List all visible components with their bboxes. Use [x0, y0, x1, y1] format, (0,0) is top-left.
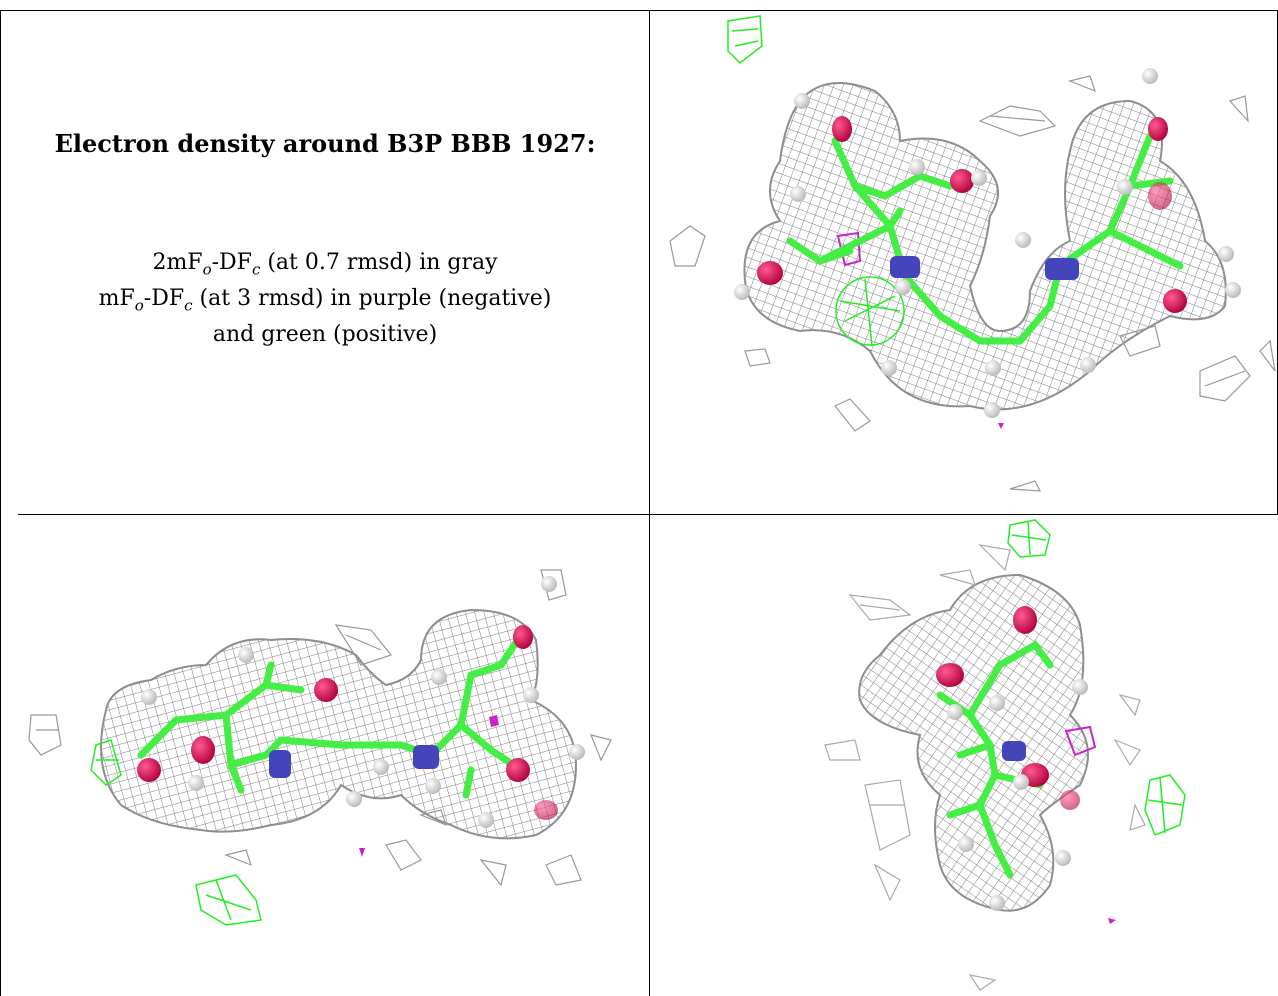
nitrogen-atoms — [890, 256, 1079, 280]
density-view-3 — [824, 519, 1186, 991]
density-view-1 — [669, 15, 1276, 492]
density-mesh — [100, 608, 578, 840]
nitrogen-atoms — [269, 745, 439, 778]
density-mesh — [858, 573, 1089, 912]
oxygen-atoms — [137, 625, 558, 820]
oxygen-atoms — [757, 116, 1187, 313]
hydrogen-atoms — [947, 679, 1088, 911]
positive-density-blob — [1007, 519, 1186, 836]
hydrogen-atoms — [141, 576, 585, 828]
caption-line-positive: and green (positive) — [212, 322, 438, 347]
negative-density-blob — [489, 715, 499, 727]
negative-density-speck — [359, 848, 365, 857]
caption-line-difference: mFo-DFc (at 3 rmsd) in purple (negative) — [98, 286, 552, 315]
table-middle-border — [18, 514, 1278, 515]
negative-density-blob — [1064, 725, 1097, 757]
table-left-border — [0, 10, 1, 996]
panel-top-right — [650, 11, 1277, 514]
table-center-border — [649, 10, 650, 996]
mesh-fragments — [28, 569, 612, 887]
mesh-fragments — [669, 75, 1276, 492]
caption-title: Electron density around B3P BBB 1927: — [54, 129, 596, 158]
positive-density-blob — [727, 15, 905, 347]
caption-cell: Electron density around B3P BBB 1927: 2m… — [1, 11, 649, 514]
positive-density-blob — [90, 739, 262, 926]
density-view-2 — [28, 569, 612, 926]
negative-density-speck — [1108, 918, 1116, 924]
hydrogen-atoms — [734, 68, 1241, 418]
negative-density-speck — [998, 423, 1004, 429]
mesh-fragments — [824, 544, 1146, 991]
panel-bottom-right — [650, 515, 1277, 996]
density-mesh — [743, 82, 1227, 411]
oxygen-atoms — [936, 606, 1080, 810]
table-top-border — [0, 10, 1278, 11]
panel-bottom-left — [1, 515, 649, 996]
nitrogen-atoms — [1002, 741, 1026, 761]
caption-line-gray: 2mFo-DFc (at 0.7 rmsd) in gray — [152, 250, 498, 279]
